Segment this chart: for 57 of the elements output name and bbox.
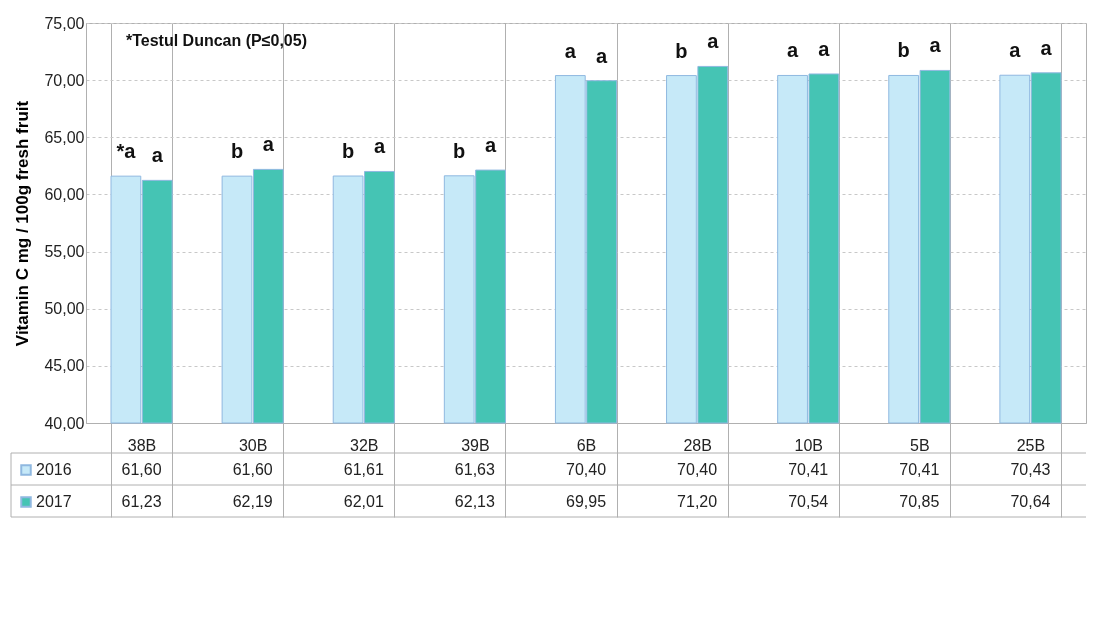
data-label: 70,40	[677, 461, 718, 478]
x-tick-label: 10B	[794, 436, 823, 454]
annotation: b	[453, 139, 466, 162]
x-tick-label: 30B	[238, 436, 268, 454]
annotation: a	[1040, 36, 1053, 59]
annotation: *a	[116, 140, 137, 163]
annotation: a	[596, 44, 609, 67]
data-label: 61,60	[232, 461, 273, 478]
y-tick-label: 65,00	[44, 128, 85, 146]
data-label: 70,54	[788, 493, 829, 510]
annotation: a	[151, 144, 164, 167]
x-tick-label: 6B	[576, 436, 597, 454]
data-label: 70,43	[1010, 461, 1051, 478]
data-label: 61,60	[121, 461, 162, 478]
annotation: a	[564, 39, 577, 62]
annotation: a	[929, 34, 942, 57]
annotation: a	[485, 134, 497, 157]
annotation: a	[262, 133, 275, 156]
annotation: a	[373, 135, 386, 158]
y-tick-label: 40,00	[44, 414, 85, 432]
data-label: 70,41	[788, 461, 829, 478]
annotation: a	[818, 37, 831, 60]
data-label: 61,23	[121, 493, 162, 510]
x-tick-label: 38B	[127, 436, 157, 454]
y-tick-label: 60,00	[44, 185, 85, 203]
data-label: 70,64	[1010, 493, 1051, 510]
annotation: a	[1009, 39, 1022, 62]
data-label: 70,41	[899, 461, 940, 478]
y-tick-label: 70,00	[44, 71, 85, 89]
data-label: 70,85	[899, 493, 940, 510]
annotation: b	[342, 140, 355, 163]
annotation: b	[675, 39, 688, 62]
data-label: 71,20	[677, 493, 718, 510]
annotation: a	[786, 39, 799, 62]
x-tick-label: 5B	[910, 436, 930, 454]
annotation: *Testul Duncan (P≤0,05)	[126, 32, 307, 49]
x-tick-label: 32B	[350, 436, 379, 454]
data-label: 62,13	[454, 493, 496, 510]
data-label: 70,40	[565, 461, 607, 478]
y-tick-label: 55,00	[44, 243, 85, 261]
data-label: 62,01	[343, 493, 384, 510]
x-tick-label: 39B	[461, 436, 490, 454]
data-label: 61,61	[343, 461, 384, 478]
annotation: b	[897, 39, 910, 62]
legend-label: 2016	[36, 461, 72, 478]
data-label: 69,95	[565, 493, 607, 510]
y-tick-label: 50,00	[44, 300, 85, 318]
data-label: 62,19	[232, 493, 273, 510]
annotation: a	[707, 30, 720, 53]
data-label: 61,63	[454, 461, 496, 478]
y-tick-label: 75,00	[44, 14, 85, 32]
x-tick-label: 25B	[1016, 436, 1046, 454]
annotation: b	[230, 140, 244, 163]
y-tick-label: 45,00	[44, 357, 85, 375]
x-tick-label: 28B	[683, 436, 712, 454]
y-axis-title: Vitamin C mg / 100g fresh fruit	[13, 100, 33, 347]
legend-label: 2017	[36, 493, 72, 510]
